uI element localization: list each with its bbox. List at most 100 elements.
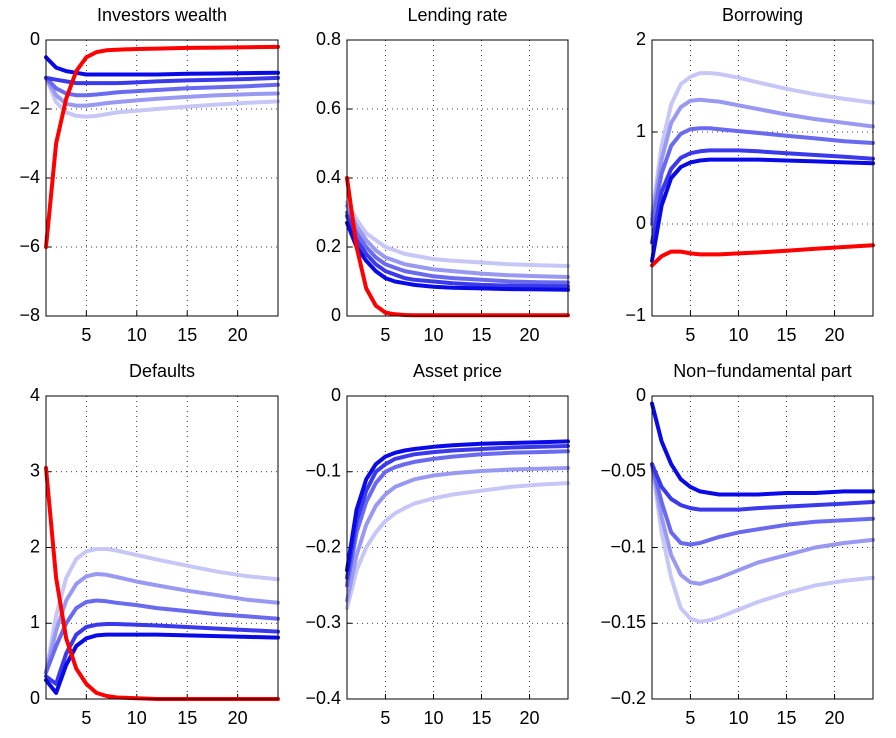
series-line bbox=[44, 44, 280, 249]
series-line bbox=[44, 622, 280, 686]
series-line bbox=[44, 547, 280, 675]
series-line bbox=[650, 401, 875, 497]
y-tick-label: 0 bbox=[636, 385, 646, 405]
x-tick-label: 5 bbox=[81, 325, 91, 345]
x-tick-label: 10 bbox=[423, 325, 443, 345]
axes-frame bbox=[45, 39, 279, 317]
x-tick-label: 20 bbox=[520, 325, 540, 345]
y-tick-label: 1 bbox=[30, 612, 40, 632]
series-line bbox=[345, 444, 570, 580]
y-tick-label: −0.1 bbox=[305, 461, 341, 481]
x-tick-label: 10 bbox=[127, 708, 147, 728]
y-tick-label: 0.2 bbox=[316, 236, 341, 256]
x-tick-label: 5 bbox=[380, 325, 390, 345]
series-line bbox=[650, 157, 875, 263]
y-tick-label: 0 bbox=[331, 305, 341, 325]
x-tick-label: 20 bbox=[228, 708, 248, 728]
y-tick-label: −0.4 bbox=[305, 688, 341, 708]
series-line bbox=[44, 55, 280, 77]
x-tick-label: 20 bbox=[825, 708, 845, 728]
y-tick-label: 0.4 bbox=[316, 167, 341, 187]
series-line bbox=[345, 466, 570, 603]
subplot: Lending rate 0 0.2 0.4 0.6 0.8 5 10 15 20 bbox=[316, 5, 570, 345]
y-tick-label: −0.05 bbox=[600, 461, 646, 481]
y-tick-label: −0.1 bbox=[610, 536, 646, 556]
subplot-title: Investors wealth bbox=[97, 5, 227, 25]
x-tick-label: 10 bbox=[423, 708, 443, 728]
series-line bbox=[44, 75, 280, 119]
subplot-title: Asset price bbox=[413, 361, 502, 381]
y-tick-label: 0 bbox=[331, 385, 341, 405]
series-line bbox=[345, 176, 570, 318]
y-tick-label: 2 bbox=[636, 29, 646, 49]
y-tick-label: −0.2 bbox=[305, 536, 341, 556]
subplot: Defaults 0 1 2 3 4 5 10 15 20 bbox=[30, 361, 280, 728]
subplot: Non−fundamental part −0.2 −0.15 −0.1 −0.05 0 5… bbox=[600, 361, 875, 728]
series-line bbox=[650, 462, 875, 547]
series-line bbox=[650, 148, 875, 245]
axes-frame bbox=[346, 395, 569, 700]
axes-frame bbox=[651, 39, 874, 317]
y-tick-label: −0.3 bbox=[305, 612, 341, 632]
series-line bbox=[650, 126, 875, 226]
x-tick-label: 20 bbox=[825, 325, 845, 345]
y-tick-label: 0.6 bbox=[316, 98, 341, 118]
series-line bbox=[345, 439, 570, 573]
y-tick-label: −2 bbox=[19, 98, 40, 118]
y-tick-label: 0 bbox=[30, 688, 40, 708]
y-tick-label: 0.8 bbox=[316, 29, 341, 49]
subplot: Borrowing −1 0 1 2 5 10 15 20 bbox=[625, 5, 875, 345]
x-tick-label: 15 bbox=[177, 325, 197, 345]
series-line bbox=[650, 71, 875, 217]
x-tick-label: 20 bbox=[520, 708, 540, 728]
y-tick-label: 3 bbox=[30, 461, 40, 481]
series-line bbox=[44, 466, 280, 701]
x-tick-label: 10 bbox=[728, 708, 748, 728]
y-tick-label: −1 bbox=[625, 305, 646, 325]
series-line bbox=[345, 481, 570, 611]
series-line bbox=[44, 75, 280, 108]
series-line bbox=[650, 462, 875, 586]
y-tick-label: 0 bbox=[636, 213, 646, 233]
y-tick-label: −0.2 bbox=[610, 688, 646, 708]
series-line bbox=[345, 203, 570, 279]
x-tick-label: 5 bbox=[81, 708, 91, 728]
series-line bbox=[345, 220, 570, 292]
x-tick-label: 20 bbox=[228, 325, 248, 345]
x-tick-label: 5 bbox=[380, 708, 390, 728]
series-line bbox=[345, 214, 570, 289]
y-tick-label: −8 bbox=[19, 305, 40, 325]
y-tick-label: −0.15 bbox=[600, 612, 646, 632]
series-line bbox=[345, 200, 570, 268]
subplot-title: Borrowing bbox=[722, 5, 803, 25]
series-line bbox=[44, 598, 280, 675]
subplot-title: Non−fundamental part bbox=[673, 361, 852, 381]
y-tick-label: −4 bbox=[19, 167, 40, 187]
series-line bbox=[650, 243, 875, 268]
series-line bbox=[345, 449, 570, 588]
series-line bbox=[44, 632, 280, 695]
subplot: Investors wealth −8 −6 −4 −2 0 5 10 15 20 bbox=[19, 5, 280, 345]
series-line bbox=[44, 75, 280, 86]
subplot: Asset price −0.4 −0.3 −0.2 −0.1 0 5 10 15 20 bbox=[305, 361, 570, 728]
y-tick-label: 4 bbox=[30, 385, 40, 405]
series-line bbox=[650, 462, 875, 512]
series-line bbox=[44, 572, 280, 675]
axes-frame bbox=[346, 39, 569, 317]
x-tick-label: 15 bbox=[777, 708, 797, 728]
series-line bbox=[650, 462, 875, 624]
x-tick-label: 15 bbox=[472, 708, 492, 728]
axes-frame bbox=[651, 395, 874, 700]
y-tick-label: −6 bbox=[19, 236, 40, 256]
x-tick-label: 10 bbox=[127, 325, 147, 345]
y-tick-label: 1 bbox=[636, 121, 646, 141]
x-tick-label: 15 bbox=[777, 325, 797, 345]
axes-frame bbox=[45, 395, 279, 700]
x-tick-label: 5 bbox=[685, 708, 695, 728]
series-line bbox=[650, 97, 875, 222]
x-tick-label: 15 bbox=[177, 708, 197, 728]
y-tick-label: 2 bbox=[30, 536, 40, 556]
subplot-title: Defaults bbox=[129, 361, 195, 381]
series-line bbox=[345, 210, 570, 285]
